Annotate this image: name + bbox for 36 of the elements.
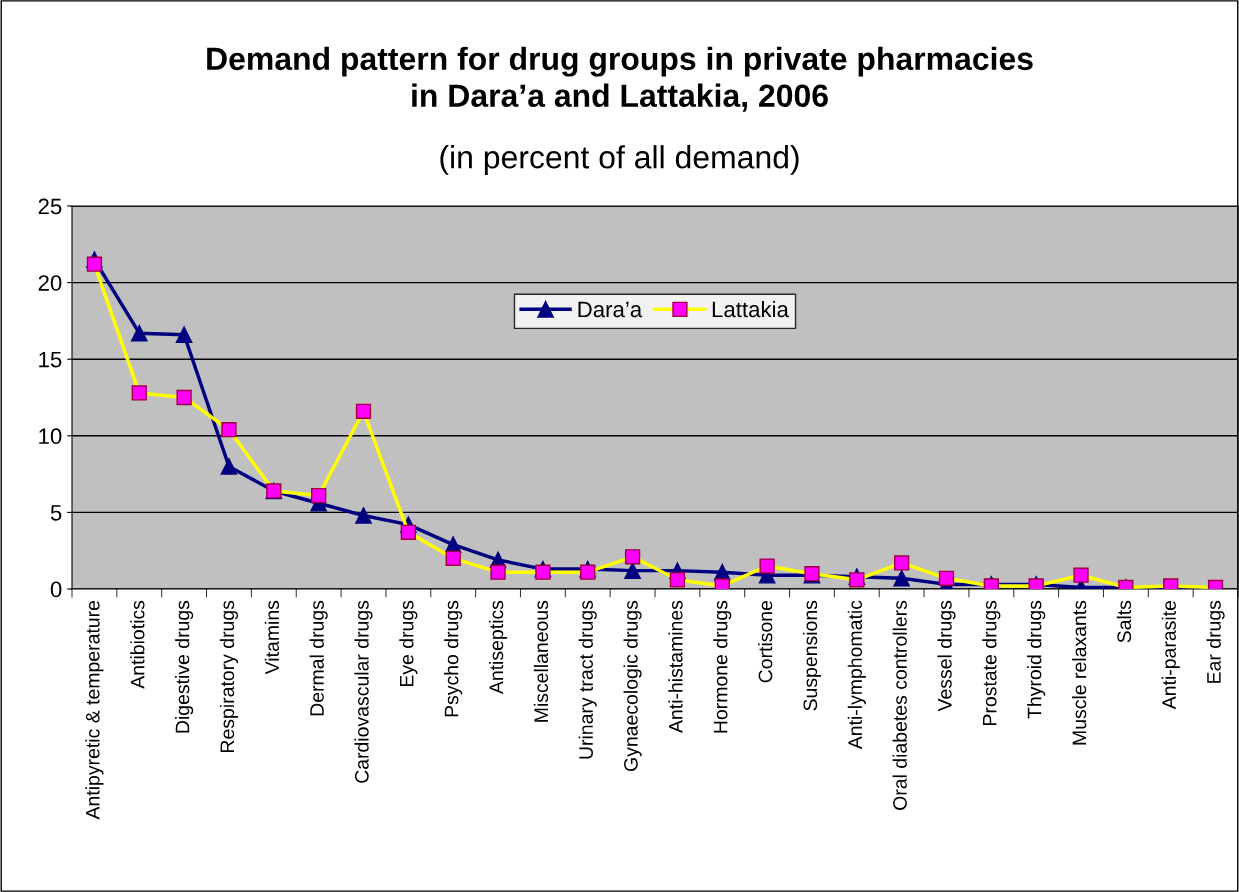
- y-tick-label: 15: [39, 351, 62, 368]
- x-tick-label: Psycho drugs: [444, 600, 463, 717]
- y-tick-label: 0: [50, 581, 62, 598]
- x-tick-label: Vessel drugs: [937, 600, 956, 712]
- x-tick-label: Suspensions: [802, 600, 822, 711]
- x-tick-label: Antibiotics: [130, 600, 145, 689]
- chart-subtitle: (in percent of all demand): [440, 145, 799, 175]
- x-tick-label: Respiratory drugs: [219, 600, 239, 752]
- x-tick-label: Gynaecologic drugs: [623, 600, 642, 771]
- x-tick-label: Digestive drugs: [175, 600, 194, 733]
- chart-title: Demand pattern for drug groups in private pharmacies in Dara’a and Lattakia, 2006: [207, 46, 1033, 112]
- x-tick-label: Ear drugs: [1206, 600, 1225, 683]
- x-tick-label: Antipyretic & temperature: [85, 600, 104, 820]
- x-tick-label: Vitamins: [264, 600, 280, 675]
- x-tick-label: Anti-histamines: [668, 600, 683, 733]
- x-tick-label: Antiseptics: [488, 600, 508, 695]
- x-tick-label: Urinary tract drugs: [578, 600, 597, 759]
- x-tick-label: Salts: [1116, 600, 1132, 643]
- legend-label: Lattakia: [712, 300, 789, 318]
- x-tick-label: Cardiovascular drugs: [354, 600, 373, 783]
- x-tick-label: Eye drugs: [399, 600, 418, 687]
- x-tick-label: Prostate drugs: [982, 600, 1001, 725]
- legend-label: Dara’a: [578, 301, 643, 318]
- y-tick-label: 25: [38, 198, 62, 215]
- x-tick-label: Dermal drugs: [309, 600, 328, 716]
- y-tick-label: 20: [38, 275, 62, 291]
- x-tick-label: Hormone drugs: [713, 600, 732, 733]
- x-tick-label: Anti-parasite: [1161, 600, 1180, 710]
- x-tick-label: Oral diabetes controllers: [892, 600, 907, 810]
- x-tick-label: Muscle relaxants: [1071, 600, 1087, 745]
- y-tick-label: 10: [39, 428, 62, 445]
- x-tick-label: Miscellaneous: [533, 600, 549, 722]
- x-tick-label: Cortisone: [758, 600, 773, 683]
- y-tick-label: 5: [50, 505, 62, 521]
- x-tick-label: Thyroid drugs: [1027, 600, 1046, 719]
- x-tick-label: Anti-lymphomatic: [847, 600, 866, 750]
